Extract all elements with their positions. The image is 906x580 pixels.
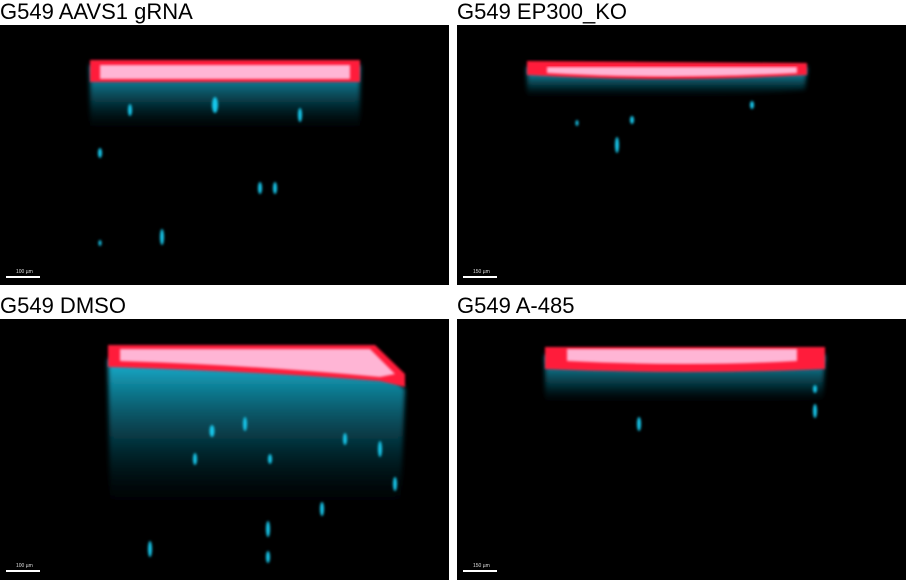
spheroid-render	[527, 61, 807, 153]
panel-aavs1: G549 AAVS1 gRNA	[0, 0, 449, 285]
panel-ep300-ko: G549 EP300_KO 150 µm	[457, 0, 906, 285]
scale-bar	[463, 570, 497, 572]
spheroid-render	[90, 60, 360, 246]
scale-label: 100 µm	[16, 269, 33, 275]
panel-title: G549 A-485	[457, 293, 575, 318]
spheroid-render	[545, 347, 825, 431]
scale-bar	[6, 570, 40, 572]
panel-dmso: G549 DMSO	[0, 294, 449, 580]
scale-label: 150 µm	[473, 563, 490, 569]
spheroid-render	[108, 345, 405, 563]
scale-bar	[6, 276, 40, 278]
scale-label: 100 µm	[16, 563, 33, 569]
microscopy-image: 150 µm	[457, 25, 906, 285]
panel-title: G549 DMSO	[0, 293, 126, 318]
scale-label: 150 µm	[473, 269, 490, 275]
microscopy-image: 150 µm	[457, 319, 906, 580]
panel-a485: G549 A-485 150 µm	[457, 294, 906, 580]
panel-title: G549 AAVS1 gRNA	[0, 0, 193, 24]
scale-bar	[463, 276, 497, 278]
microscopy-image: 100 µm	[0, 25, 449, 285]
panel-title: G549 EP300_KO	[457, 0, 628, 24]
microscopy-image: 100 µm	[0, 319, 449, 580]
